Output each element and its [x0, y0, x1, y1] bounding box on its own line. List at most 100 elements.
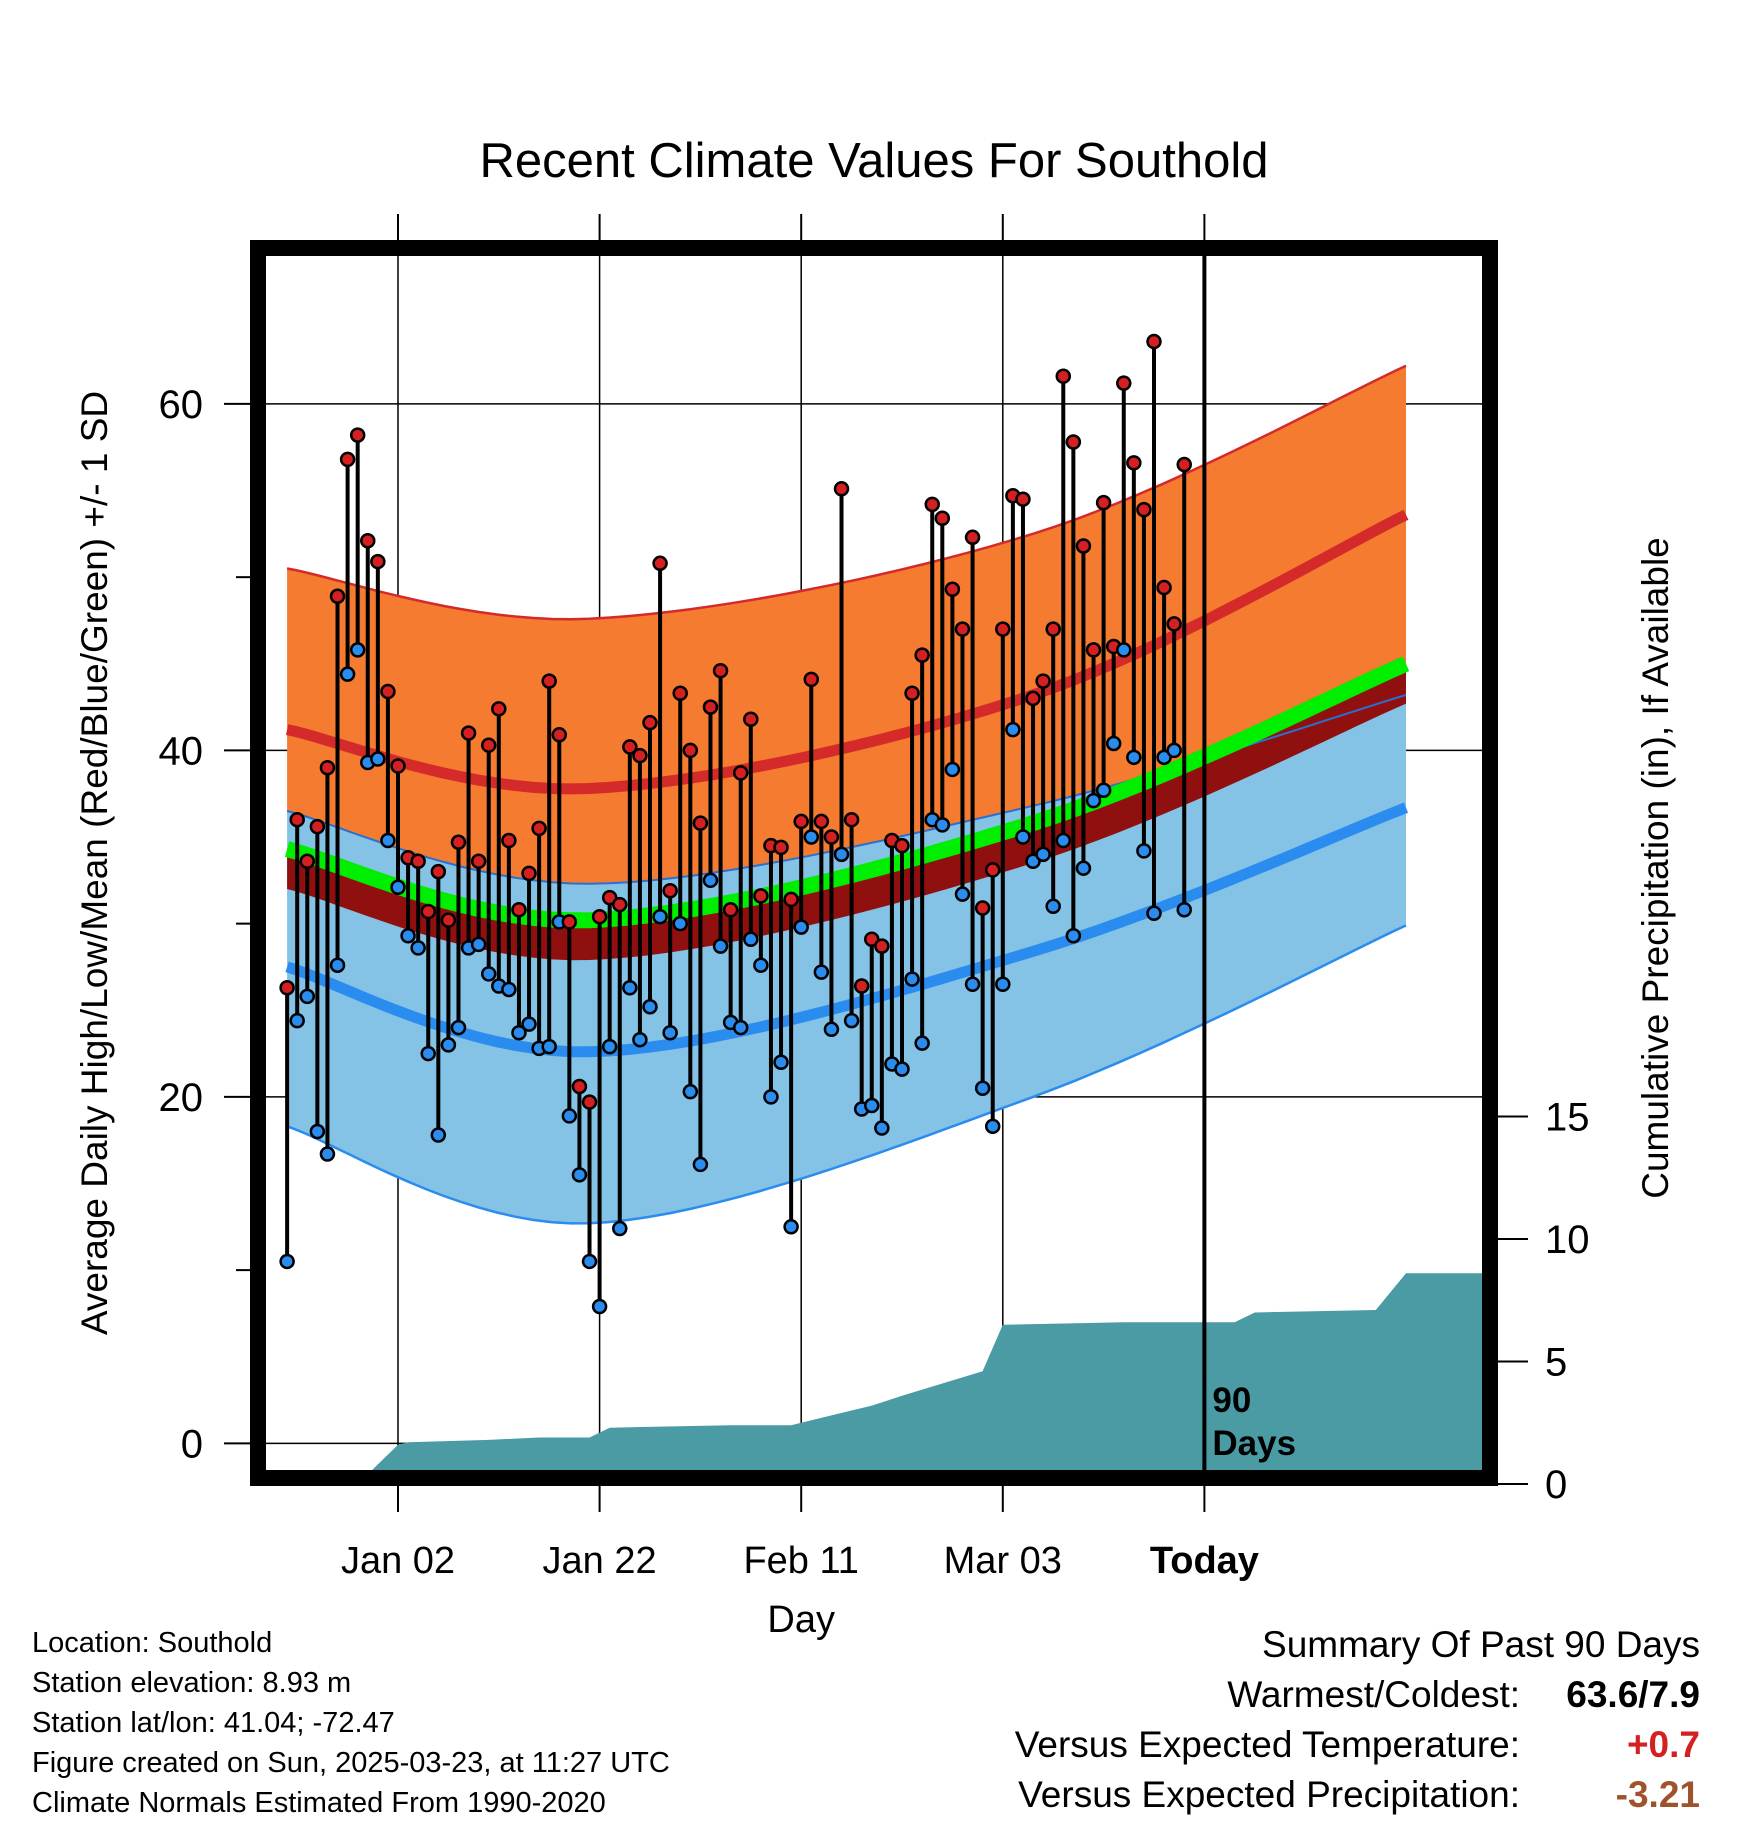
- low-point: [712, 938, 729, 954]
- high-point: [823, 829, 840, 845]
- y2-tick-label: 0: [1545, 1463, 1567, 1507]
- high-point: [430, 863, 447, 880]
- high-point: [803, 671, 820, 688]
- high-point: [1035, 673, 1051, 689]
- low-point: [1055, 832, 1072, 849]
- high-point: [984, 862, 1001, 878]
- today-marker-days-label: Days: [1212, 1424, 1296, 1463]
- latlon-text: Station lat/lon: 41.04; -72.47: [32, 1707, 395, 1739]
- low-point: [400, 928, 416, 944]
- low-point: [591, 1298, 608, 1315]
- low-point: [440, 1037, 457, 1053]
- high-point: [1095, 494, 1112, 511]
- low-point: [1095, 782, 1112, 798]
- temp-label: Versus Expected Temperature:: [1014, 1724, 1520, 1765]
- low-point: [480, 966, 497, 982]
- y2-tick-label: 5: [1545, 1341, 1567, 1385]
- low-point: [894, 1061, 910, 1077]
- low-point: [1166, 742, 1182, 759]
- high-point: [1025, 690, 1041, 707]
- high-point: [843, 811, 860, 828]
- low-point: [1105, 735, 1122, 752]
- low-point: [763, 1089, 779, 1105]
- low-point: [642, 999, 658, 1015]
- overlap-band: [287, 663, 1407, 961]
- y2-axis-title: Cumulative Precipitation (in), If Availa…: [1635, 537, 1676, 1199]
- low-point: [420, 1045, 436, 1062]
- low-point: [1065, 928, 1082, 944]
- high-point: [531, 820, 547, 837]
- high-point: [480, 737, 497, 753]
- high-point: [692, 815, 709, 831]
- high-point: [904, 685, 920, 701]
- high-point: [894, 837, 910, 854]
- low-point: [823, 1021, 840, 1038]
- station-info: Location: Southold Station elevation: 8.…: [32, 1623, 670, 1823]
- high-point: [773, 839, 789, 856]
- low-point: [692, 1156, 709, 1173]
- high-point: [1045, 621, 1061, 637]
- high-point: [662, 882, 678, 899]
- low-point: [1015, 829, 1031, 845]
- high-point: [299, 853, 316, 870]
- low-point: [1025, 853, 1041, 870]
- low-point: [662, 1025, 678, 1041]
- low-point: [390, 879, 406, 896]
- low-point: [1126, 749, 1142, 766]
- high-point: [853, 978, 870, 994]
- high-point: [642, 714, 658, 731]
- low-point: [511, 1025, 527, 1041]
- warmest-value: 63.6/7.9: [1566, 1674, 1700, 1715]
- high-point: [491, 701, 507, 717]
- high-point: [833, 481, 850, 497]
- low-point: [561, 1108, 578, 1124]
- x-tick-label: Jan 22: [543, 1540, 657, 1582]
- low-point: [1085, 792, 1102, 809]
- high-point: [561, 914, 578, 930]
- high-point: [360, 533, 376, 549]
- low-point: [289, 1012, 305, 1029]
- high-point: [864, 931, 880, 947]
- high-point: [612, 896, 628, 913]
- high-point: [420, 903, 436, 920]
- high-point: [339, 451, 356, 468]
- high-point: [1116, 375, 1132, 391]
- x-tick-label: Jan 02: [341, 1540, 455, 1582]
- low-point: [793, 919, 809, 935]
- high-point: [521, 865, 537, 882]
- high-point: [964, 529, 981, 546]
- low-point: [329, 957, 346, 973]
- temp-value: +0.7: [1626, 1724, 1700, 1765]
- low-point: [1136, 843, 1152, 859]
- high-point: [743, 711, 759, 727]
- high-point: [712, 662, 729, 679]
- precip-value: -3.21: [1615, 1774, 1700, 1815]
- high-point: [591, 908, 608, 925]
- low-point: [1156, 749, 1172, 766]
- low-point: [1045, 898, 1061, 915]
- low-point: [339, 666, 356, 682]
- high-point: [954, 621, 971, 637]
- low-point: [1005, 721, 1021, 738]
- chart-title: Recent Climate Values For Southold: [479, 134, 1269, 188]
- high-point: [370, 553, 386, 570]
- high-point: [632, 747, 648, 764]
- high-point: [793, 813, 809, 830]
- high-point: [410, 853, 426, 870]
- low-mean-line: [285, 802, 1409, 1058]
- low-point: [581, 1253, 598, 1270]
- high-point: [289, 811, 305, 828]
- low-point: [632, 1031, 648, 1048]
- plot-frame: [250, 240, 1498, 1486]
- low-point: [521, 1016, 537, 1032]
- y-tick-label: 60: [159, 383, 204, 427]
- low-point: [954, 886, 971, 902]
- low-point: [299, 988, 316, 1005]
- high-point: [1166, 616, 1182, 632]
- low-point: [773, 1054, 789, 1070]
- low-point: [601, 1038, 618, 1055]
- y-tick-label: 0: [181, 1422, 203, 1466]
- high-point: [732, 765, 749, 781]
- high-point: [1015, 491, 1031, 507]
